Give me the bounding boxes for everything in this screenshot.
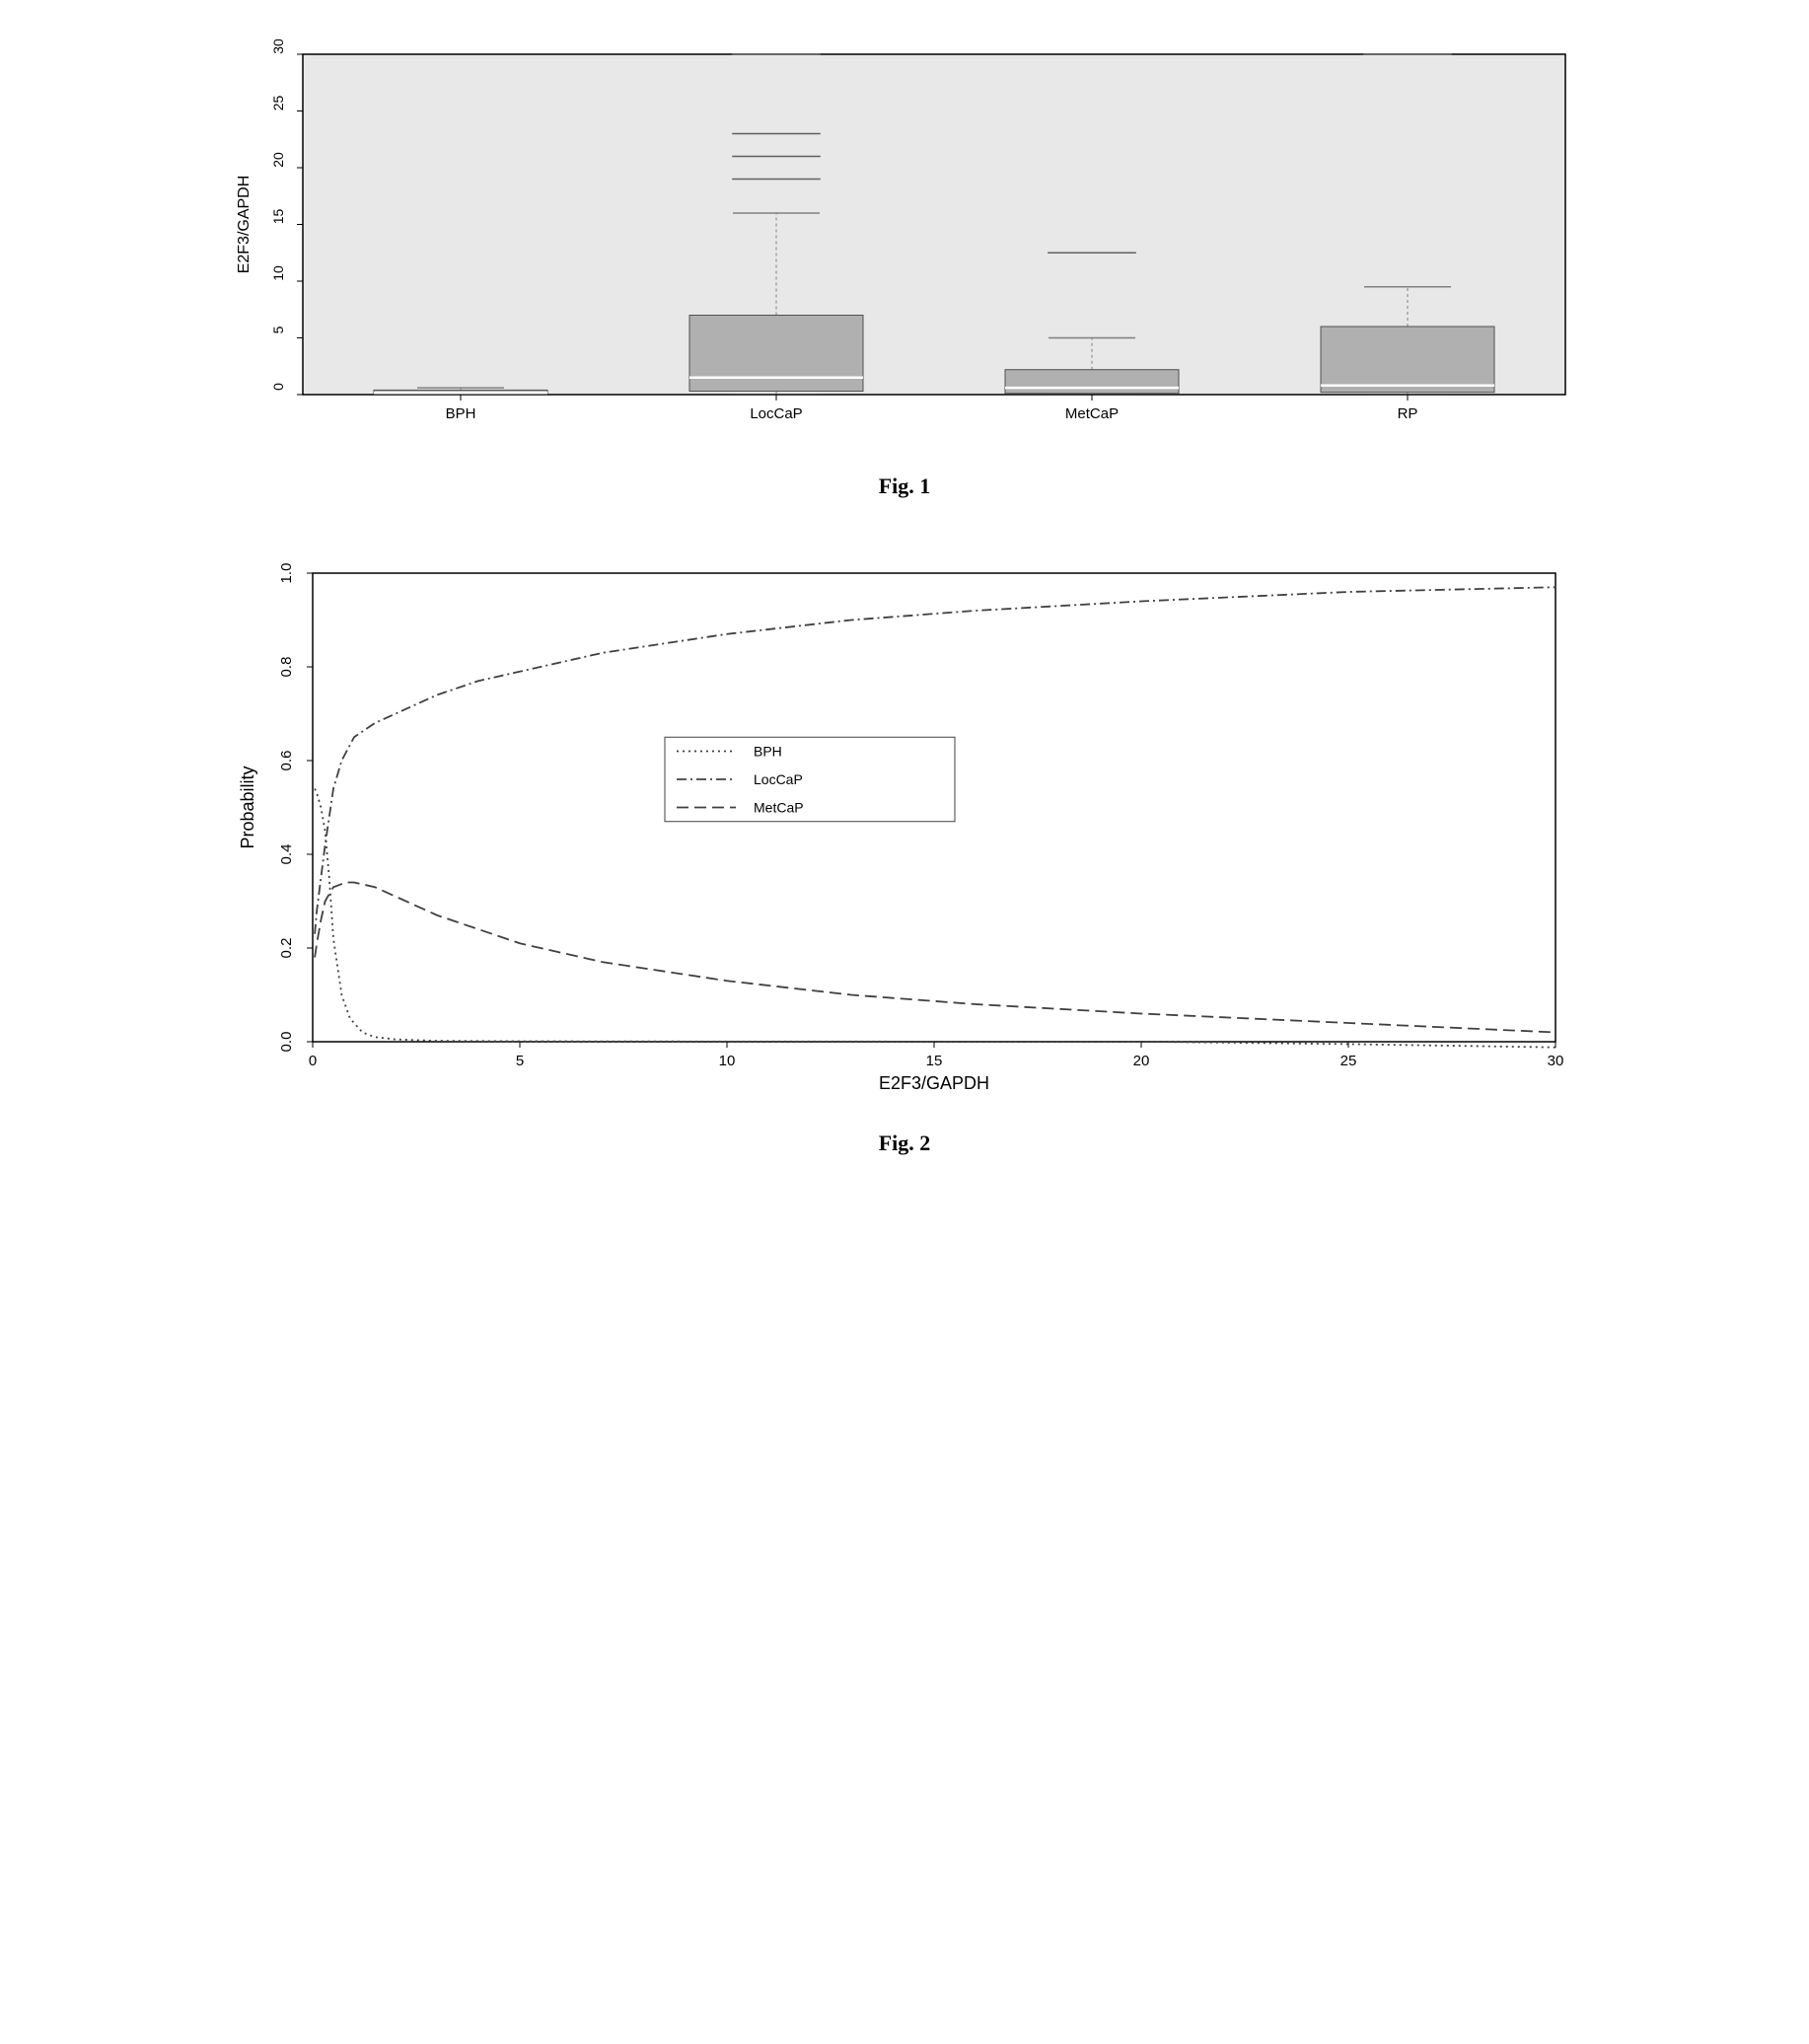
svg-text:30: 30 [1548, 1053, 1564, 1069]
svg-text:0.8: 0.8 [278, 657, 295, 678]
svg-text:5: 5 [516, 1053, 524, 1069]
svg-text:5: 5 [270, 326, 286, 333]
svg-text:0.2: 0.2 [278, 938, 295, 959]
svg-text:15: 15 [926, 1053, 943, 1069]
svg-text:RP: RP [1398, 405, 1418, 422]
svg-text:E2F3/GAPDH: E2F3/GAPDH [236, 176, 253, 274]
svg-text:BPH: BPH [446, 405, 476, 422]
svg-text:LocCaP: LocCaP [754, 771, 803, 787]
svg-text:LocCaP: LocCaP [750, 405, 802, 422]
svg-text:20: 20 [1133, 1053, 1150, 1069]
boxplot-chart: 0 5 10 15 20 25 30 E2F3/GAPDH BPH LocCaP MetCaP RP [214, 39, 1595, 454]
svg-text:10: 10 [270, 265, 286, 281]
svg-text:0.6: 0.6 [278, 751, 295, 771]
svg-text:E2F3/GAPDH: E2F3/GAPDH [879, 1073, 989, 1093]
svg-text:MetCaP: MetCaP [754, 800, 804, 816]
svg-text:0.0: 0.0 [278, 1032, 295, 1053]
svg-text:BPH: BPH [754, 744, 782, 760]
svg-text:MetCaP: MetCaP [1065, 405, 1119, 422]
svg-text:25: 25 [270, 96, 286, 111]
svg-text:0: 0 [270, 383, 286, 391]
svg-text:30: 30 [270, 39, 286, 54]
probability-line-chart: 0.0 0.2 0.4 0.6 0.8 1.0 Probability 0 5 10 15 20 25 3… [214, 558, 1595, 1111]
figure-1-caption: Fig. 1 [39, 474, 1770, 499]
figure-2-caption: Fig. 2 [39, 1131, 1770, 1156]
svg-text:0: 0 [309, 1053, 317, 1069]
svg-text:1.0: 1.0 [278, 563, 295, 584]
svg-text:10: 10 [719, 1053, 736, 1069]
figure-2-container: 0.0 0.2 0.4 0.6 0.8 1.0 Probability 0 5 10 15 20 25 3… [39, 558, 1770, 1156]
svg-text:Probability: Probability [238, 766, 257, 848]
svg-text:25: 25 [1340, 1053, 1357, 1069]
figure-1-container: 051015202530E2F3/GAPDHBPHLocCaPMetCaPRP … [39, 39, 1770, 499]
svg-text:15: 15 [270, 209, 286, 225]
svg-text:0.4: 0.4 [278, 844, 295, 865]
svg-text:20: 20 [270, 152, 286, 168]
